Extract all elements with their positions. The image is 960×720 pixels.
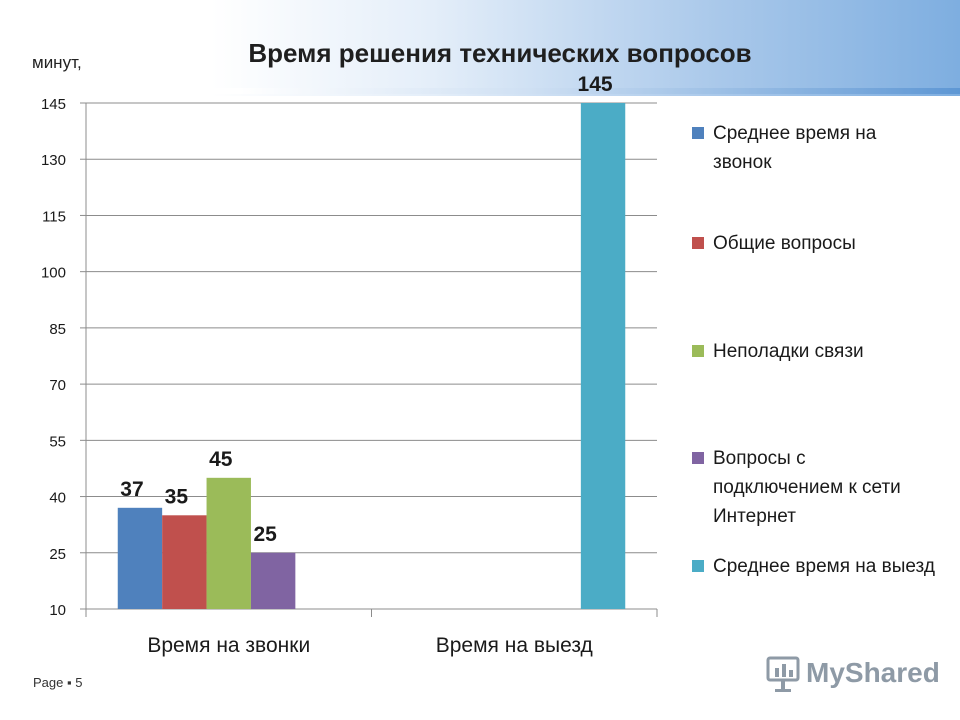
y-tick-label: 40 [49,490,66,507]
legend-label: Вопросы с подключением к сети Интернет [713,448,901,527]
watermark-logo: MyShared [766,652,940,696]
legend-swatch [692,127,704,139]
legend-swatch [692,452,704,464]
legend-label: Среднее время на выезд [713,556,935,577]
y-tick-label: 10 [49,602,66,619]
y-tick-label: 145 [41,96,66,113]
y-tick-label: 25 [49,546,66,563]
y-tick-label: 70 [49,377,66,394]
bar [250,552,296,609]
bar [580,103,626,609]
legend-label: Среднее время на звонок [713,123,877,173]
data-label: 37 [120,478,143,501]
y-axis-unit-label: минут, [32,53,82,72]
legend-swatch [692,237,704,249]
data-label: 145 [578,73,613,96]
page-number: Page ▪ 5 [33,675,83,690]
header-band [0,0,960,96]
bar [206,477,251,609]
bar [162,515,207,609]
chart-title: Время решения технических вопросов [248,38,752,68]
y-tick-label: 100 [41,265,66,282]
data-label: 45 [209,448,233,471]
header-stripe [0,88,960,94]
y-tick-label: 55 [49,433,66,450]
data-label: 35 [165,485,189,508]
x-category-label: Время на выезд [436,634,593,657]
legend-swatch [692,560,704,572]
legend-label: Неполадки связи [713,341,864,362]
y-tick-label: 130 [41,152,66,169]
watermark-text: MyShared [806,657,940,688]
bar [117,507,163,609]
presentation-icon [766,656,800,692]
data-label: 25 [253,523,277,546]
legend-label: Общие вопросы [713,233,856,254]
y-tick-label: 115 [42,208,66,225]
y-tick-label: 85 [49,321,66,338]
legend-swatch [692,345,704,357]
x-category-label: Время на звонки [147,634,310,657]
